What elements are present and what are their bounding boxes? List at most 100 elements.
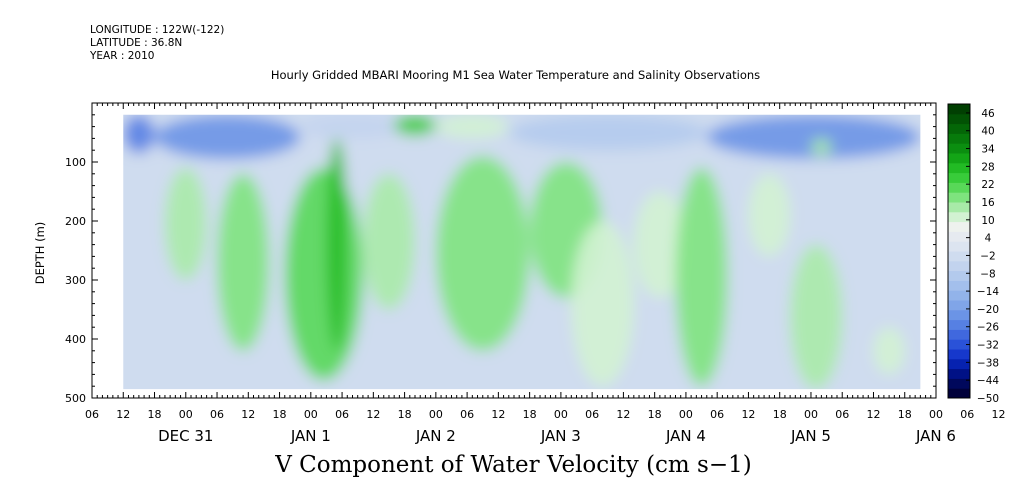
colorbar-swatch	[948, 231, 970, 242]
longitude-label: LONGITUDE : 122W(-122)	[90, 24, 225, 36]
colorbar-swatch	[948, 241, 970, 252]
x-tick-label: 18	[648, 408, 662, 421]
colorbar-swatch	[948, 349, 970, 360]
year-label: YEAR : 2010	[90, 50, 155, 62]
x-tick-label: 00	[929, 408, 943, 421]
colorbar-label: −50	[977, 393, 999, 405]
colorbar-swatch	[948, 339, 970, 350]
x-axis-label: V Component of Water Velocity (cm s−1)	[275, 452, 752, 478]
heatmap-region	[435, 114, 509, 139]
x-tick-label: 12	[741, 408, 755, 421]
x-tick-label: 06	[835, 408, 849, 421]
colorbar-label: −38	[977, 357, 999, 369]
x-day-label: JAN 6	[915, 427, 956, 445]
heatmap-region	[300, 114, 405, 139]
heatmap-region	[706, 114, 921, 160]
x-tick-label: 12	[491, 408, 505, 421]
x-tick-label: 12	[241, 408, 255, 421]
y-tick-label: 200	[65, 215, 86, 228]
colorbar-swatch	[948, 202, 970, 213]
colorbar-swatch	[948, 192, 970, 203]
colorbar-label: 4	[985, 233, 992, 245]
x-axis: 06 12 18 00 06 12 18 00 06 12 18 00 06 12 18 00 06 12 18 00…	[85, 103, 1006, 445]
colorbar-swatch	[948, 300, 970, 311]
colorbar-swatch	[948, 133, 970, 144]
heatmap-region	[154, 114, 301, 160]
x-tick-label: 00	[679, 408, 693, 421]
colorbar-label: −44	[977, 375, 999, 387]
heatmap-region	[435, 156, 530, 351]
colorbar-swatch	[948, 153, 970, 164]
x-day-label: JAN 2	[415, 427, 456, 445]
chart-title: Hourly Gridded MBARI Mooring M1 Sea Wate…	[270, 68, 761, 82]
colorbar-label: 40	[981, 126, 994, 138]
colorbar-label: 16	[981, 197, 995, 209]
colorbar-swatch	[948, 123, 970, 134]
heatmap-region	[873, 327, 905, 375]
y-tick-label: 400	[65, 333, 86, 346]
heatmap-region	[675, 167, 728, 387]
x-day-label: DEC 31	[158, 427, 213, 445]
x-tick-label: 00	[304, 408, 318, 421]
colorbar-swatch	[948, 182, 970, 193]
x-tick-label: 00	[554, 408, 568, 421]
colorbar-swatch	[948, 280, 970, 291]
heatmap-region	[284, 167, 363, 381]
heatmap-region	[123, 114, 155, 154]
heatmap-region	[217, 173, 270, 351]
colorbar-label: −8	[980, 268, 995, 280]
x-day-label: JAN 1	[290, 427, 331, 445]
colorbar-swatch	[948, 260, 970, 272]
colorbar-label: 28	[981, 161, 994, 173]
colorbar-swatch	[948, 113, 970, 125]
x-tick-label: 18	[898, 408, 912, 421]
latitude-label: LATITUDE : 36.8N	[90, 37, 183, 49]
x-tick-label: 06	[710, 408, 724, 421]
colorbar-swatch	[948, 143, 970, 154]
x-tick-label: 18	[523, 408, 537, 421]
x-tick-label: 06	[210, 408, 224, 421]
x-tick-label: 06	[85, 408, 99, 421]
colorbar-label: −20	[977, 304, 999, 316]
heatmap-region	[508, 114, 707, 151]
colorbar-swatch	[948, 329, 970, 340]
x-tick-label: 06	[460, 408, 474, 421]
x-tick-label: 12	[616, 408, 630, 421]
colorbar-label: 22	[981, 179, 994, 191]
x-tick-label: 12	[116, 408, 130, 421]
x-tick-label: 06	[960, 408, 974, 421]
colorbar-swatch	[948, 221, 970, 232]
colorbar-label: 10	[981, 215, 994, 227]
colorbar-swatch	[948, 172, 970, 183]
heatmap-region	[394, 114, 436, 136]
x-tick-label: 18	[273, 408, 287, 421]
heatmap-region	[326, 138, 348, 351]
colorbar-label: −14	[977, 286, 999, 298]
y-tick-label: 100	[65, 156, 86, 169]
colorbar-label: −2	[980, 250, 995, 262]
x-tick-label: 00	[429, 408, 443, 421]
x-tick-label: 06	[335, 408, 349, 421]
colorbar-swatch	[948, 358, 970, 370]
colorbar-label: −26	[977, 322, 999, 334]
heatmap-region	[790, 244, 843, 390]
x-day-label: JAN 5	[790, 427, 831, 445]
x-tick-label: 00	[179, 408, 193, 421]
colorbar-label: −32	[977, 340, 999, 352]
y-tick-label: 500	[65, 392, 86, 405]
colorbar-swatch	[948, 104, 970, 115]
x-tick-label: 12	[366, 408, 380, 421]
heatmap-region	[748, 173, 791, 257]
colorbar-swatch	[948, 211, 970, 223]
colorbar-swatch	[948, 378, 970, 389]
x-tick-label: 18	[398, 408, 412, 421]
colorbar-label: 34	[981, 144, 995, 156]
heatmap-region	[810, 138, 832, 157]
colorbar-swatch	[948, 319, 970, 330]
colorbar-swatch	[948, 270, 970, 281]
heatmap-region	[633, 191, 686, 298]
heatmap-region	[362, 173, 416, 310]
colorbar-frame	[947, 103, 971, 399]
x-day-label: JAN 4	[665, 427, 706, 445]
